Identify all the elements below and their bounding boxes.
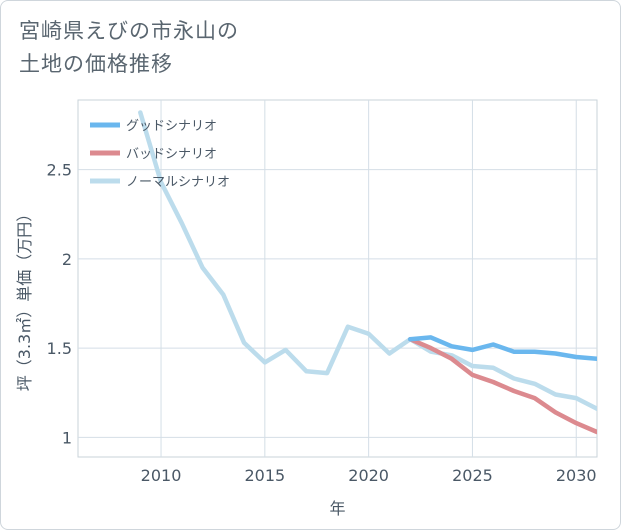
y-axis-ticks: 1 1.5 2 2.5 <box>47 161 72 448</box>
chart-title-line-1: 宮崎県えびの市永山の <box>19 19 239 43</box>
x-tick-label: 2015 <box>244 466 285 485</box>
plot-area <box>77 99 598 458</box>
series-line-2 <box>138 110 597 412</box>
y-tick-label: 1.5 <box>47 339 72 358</box>
y-tick-label: 2 <box>62 250 72 269</box>
legend-label: ノーマルシナリオ <box>126 175 230 190</box>
series-lines <box>138 110 597 435</box>
y-tick-label: 2.5 <box>47 161 72 180</box>
legend-label: グッドシナリオ <box>126 119 217 134</box>
series-line-0 <box>407 335 597 362</box>
plot-frame <box>77 99 598 458</box>
chart-title: 宮崎県えびの市永山の 土地の価格推移 <box>19 15 239 81</box>
series-line-1 <box>407 336 597 435</box>
x-tick-label: 2030 <box>556 466 597 485</box>
x-tick-label: 2025 <box>452 466 493 485</box>
chart-title-line-2: 土地の価格推移 <box>19 52 173 76</box>
x-axis-title: 年 <box>329 499 345 518</box>
y-tick-label: 1 <box>62 428 72 447</box>
x-tick-label: 2020 <box>348 466 389 485</box>
legend-label: バッドシナリオ <box>126 147 217 162</box>
x-axis-ticks: 2010 2015 2020 2025 2030 <box>141 466 597 485</box>
y-axis-title: 坪（3.3㎡）単価（万円） <box>15 206 34 391</box>
x-tick-label: 2010 <box>141 466 182 485</box>
